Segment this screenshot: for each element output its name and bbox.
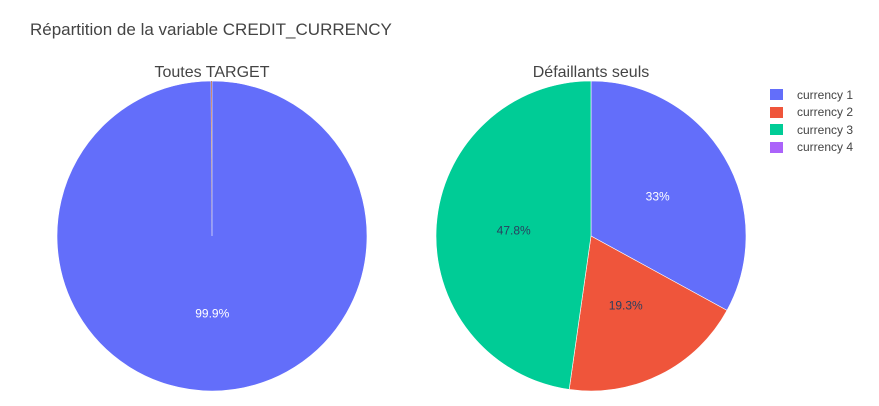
chart-title: Répartition de la variable CREDIT_CURREN… <box>30 20 392 39</box>
legend-item-currency-4[interactable]: currency 4 <box>770 139 853 157</box>
pie-chart-1: Toutes TARGET 99.9% <box>56 64 368 392</box>
legend-item-currency-1[interactable]: currency 1 <box>770 86 853 104</box>
legend-label: currency 1 <box>797 87 854 102</box>
pie-slice-currency-1[interactable] <box>56 80 368 392</box>
legend-item-currency-2[interactable]: currency 2 <box>770 104 853 122</box>
pie-slice-currency-1[interactable] <box>590 80 747 311</box>
legend: currency 1 currency 2 currency 3 currency 4 <box>770 86 853 156</box>
pie-slice-currency-2[interactable] <box>568 235 728 392</box>
legend-swatch <box>770 106 783 118</box>
legend-label: currency 2 <box>797 105 854 120</box>
legend-swatch <box>770 124 783 136</box>
pie-subtitle: Défaillants seuls <box>533 64 650 81</box>
legend-label: currency 3 <box>797 122 854 137</box>
pie-slice-label: 19.3% <box>609 298 643 312</box>
pie-slice-label: 99.9% <box>195 306 229 320</box>
pie-subtitle: Toutes TARGET <box>155 64 270 81</box>
pie-slice-label: 33% <box>646 189 670 203</box>
legend-swatch <box>770 89 783 101</box>
pie-slice-label: 47.8% <box>497 224 531 238</box>
legend-label: currency 4 <box>797 140 854 155</box>
legend-item-currency-3[interactable]: currency 3 <box>770 121 853 139</box>
legend-swatch <box>770 141 783 153</box>
pie-slice-currency-2[interactable] <box>211 81 212 236</box>
pie-slice-currency-3[interactable] <box>435 80 592 390</box>
pie-chart-2: Défaillants seuls 33% 19.3% 47.8% <box>435 64 747 392</box>
